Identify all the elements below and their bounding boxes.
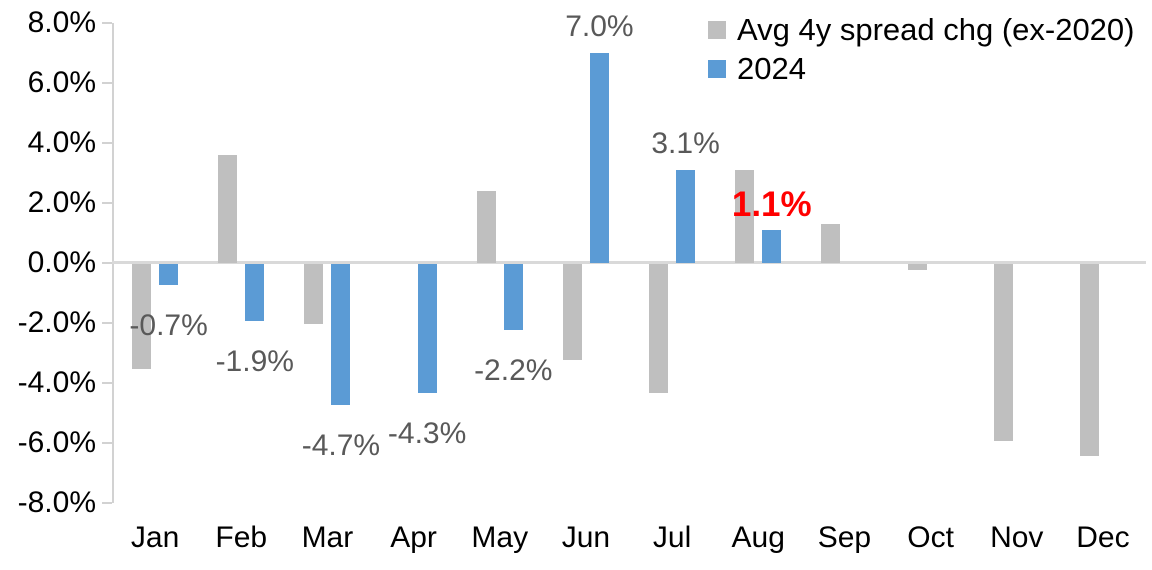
bar-nov-avg	[993, 264, 1013, 441]
x-axis-label-sep: Sep	[817, 521, 872, 554]
y-axis-tick-mark	[102, 501, 112, 504]
y-axis-tick-label: 4.0%	[27, 125, 96, 159]
bar-apr-2024	[417, 264, 437, 393]
legend-label-avg-4y-spread: Avg 4y spread chg (ex-2020)	[737, 11, 1135, 47]
legend-item-2024[interactable]: 2024	[708, 49, 1135, 88]
bar-jan-avg	[132, 264, 152, 369]
x-axis-label-jun: Jun	[561, 521, 611, 554]
x-axis-label-may: May	[471, 521, 529, 554]
bar-oct-avg	[907, 264, 927, 270]
y-axis-tick-label: -2.0%	[17, 305, 96, 339]
bar-jun-2024	[589, 52, 609, 263]
x-axis-label-mar: Mar	[301, 521, 354, 554]
bar-aug-2024	[762, 229, 782, 263]
y-axis-tick-label: -4.0%	[17, 365, 96, 399]
y-axis-tick-mark	[102, 21, 112, 24]
bar-dec-avg	[1079, 264, 1099, 456]
x-axis-label-jul: Jul	[652, 521, 692, 554]
legend-item-avg-4y-spread[interactable]: Avg 4y spread chg (ex-2020)	[708, 10, 1135, 49]
x-axis-zero-line	[112, 261, 1146, 264]
data-label-feb-2024: -1.9%	[215, 344, 294, 378]
bar-jul-2024	[676, 169, 696, 263]
data-label-may-2024: -2.2%	[474, 353, 553, 387]
y-axis-tick-mark	[102, 141, 112, 144]
data-label-apr-2024: -4.3%	[387, 416, 467, 450]
y-axis-tick-label: -6.0%	[17, 425, 96, 459]
legend-swatch-blue	[708, 59, 726, 78]
y-axis-tick-mark	[102, 381, 112, 384]
y-axis-tick-mark	[102, 321, 112, 324]
data-label-aug-2024: 1.1%	[731, 184, 812, 224]
bar-mar-avg	[304, 264, 324, 324]
x-axis-label-aug: Aug	[731, 521, 785, 554]
x-axis-label-oct: Oct	[907, 521, 954, 554]
bar-feb-avg	[218, 154, 238, 263]
y-axis-tick-mark	[102, 441, 112, 444]
data-label-mar-2024: -4.7%	[301, 428, 381, 462]
y-axis-tick-mark	[102, 81, 112, 84]
bar-jun-avg	[562, 264, 582, 360]
legend-label-2024: 2024	[737, 50, 806, 86]
bar-jan-2024	[159, 264, 179, 285]
y-axis-tick-mark	[102, 201, 112, 204]
bar-sep-avg	[821, 223, 841, 263]
y-axis-tick-label: 6.0%	[27, 65, 96, 99]
x-axis-label-apr: Apr	[390, 521, 437, 554]
data-label-jan-2024: -0.7%	[129, 308, 208, 342]
data-label-jun-2024: 7.0%	[565, 9, 634, 43]
bar-may-avg	[476, 190, 496, 263]
y-axis-tick-label: 8.0%	[27, 5, 96, 39]
x-axis-label-nov: Nov	[990, 521, 1044, 554]
y-axis-tick-label: 0.0%	[27, 245, 96, 279]
data-label-jul-2024: 3.1%	[651, 126, 720, 160]
bar-aug-avg	[735, 169, 755, 263]
bar-may-2024	[503, 264, 523, 330]
x-axis-label-jan: Jan	[130, 521, 180, 554]
bar-feb-2024	[245, 264, 265, 321]
bar-mar-2024	[331, 264, 351, 405]
x-axis-label-feb: Feb	[215, 521, 268, 554]
legend-swatch-gray	[708, 20, 726, 39]
chart-legend: Avg 4y spread chg (ex-2020) 2024	[708, 10, 1135, 88]
y-axis-tick-label: 2.0%	[27, 185, 96, 219]
bar-jul-avg	[649, 264, 669, 393]
x-axis-label-dec: Dec	[1076, 521, 1130, 554]
y-axis-tick-mark	[102, 261, 112, 264]
y-axis-tick-label: -8.0%	[17, 485, 96, 519]
